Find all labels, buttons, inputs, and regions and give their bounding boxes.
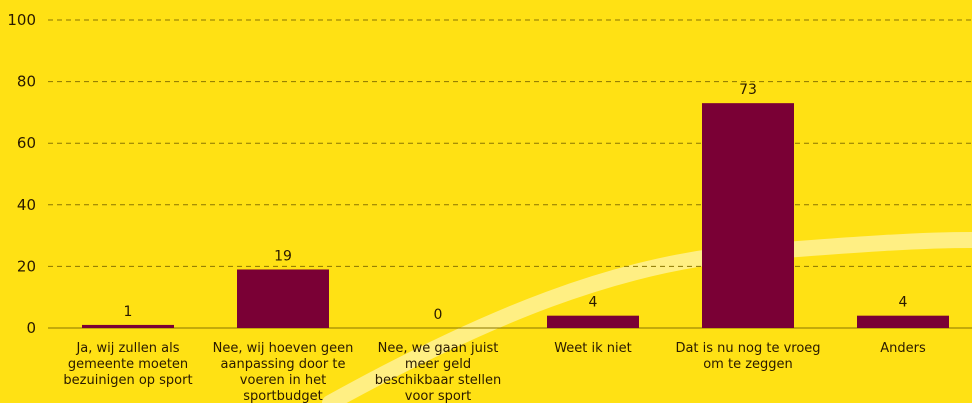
y-tick-label: 40 <box>17 196 36 214</box>
data-label: 4 <box>589 295 598 311</box>
bar <box>547 315 639 328</box>
x-category-label: meer geld <box>405 357 471 372</box>
bar <box>702 103 794 328</box>
x-category-label: aanpassing door te <box>221 357 346 372</box>
y-tick-label: 100 <box>7 11 36 29</box>
data-label: 0 <box>434 307 443 323</box>
x-category-label: Ja, wij zullen als <box>75 341 179 356</box>
y-tick-label: 80 <box>17 73 36 91</box>
y-axis-ticks: 0 20 40 60 80 100 <box>7 11 36 337</box>
x-category-label: gemeente moeten <box>68 357 188 372</box>
x-category-label: voeren in het <box>240 373 326 388</box>
gridlines <box>48 19 972 329</box>
x-category-label: sportbudget <box>243 389 323 403</box>
data-labels: 1 19 0 4 73 4 <box>124 82 908 323</box>
x-category-label: Nee, we gaan juist <box>378 341 499 356</box>
x-category-label: beschikbaar stellen <box>375 373 502 388</box>
bars <box>82 103 949 328</box>
y-tick-label: 60 <box>17 134 36 152</box>
data-label: 4 <box>899 295 908 311</box>
bar <box>82 324 174 328</box>
data-label: 73 <box>739 82 757 98</box>
x-category-label: om te zeggen <box>703 357 793 372</box>
x-category-label: Weet ik niet <box>554 341 632 356</box>
y-tick-label: 20 <box>17 257 36 275</box>
x-category-label: Anders <box>880 341 926 356</box>
x-category-label: Dat is nu nog te vroeg <box>675 341 820 356</box>
bar <box>237 269 329 328</box>
x-category-label: Nee, wij hoeven geen <box>213 341 354 356</box>
x-category-label: voor sport <box>405 389 472 403</box>
data-label: 19 <box>274 248 292 264</box>
data-label: 1 <box>124 304 133 320</box>
x-category-label: bezuinigen op sport <box>63 373 192 388</box>
y-tick-label: 0 <box>26 319 36 337</box>
bar <box>857 315 949 328</box>
